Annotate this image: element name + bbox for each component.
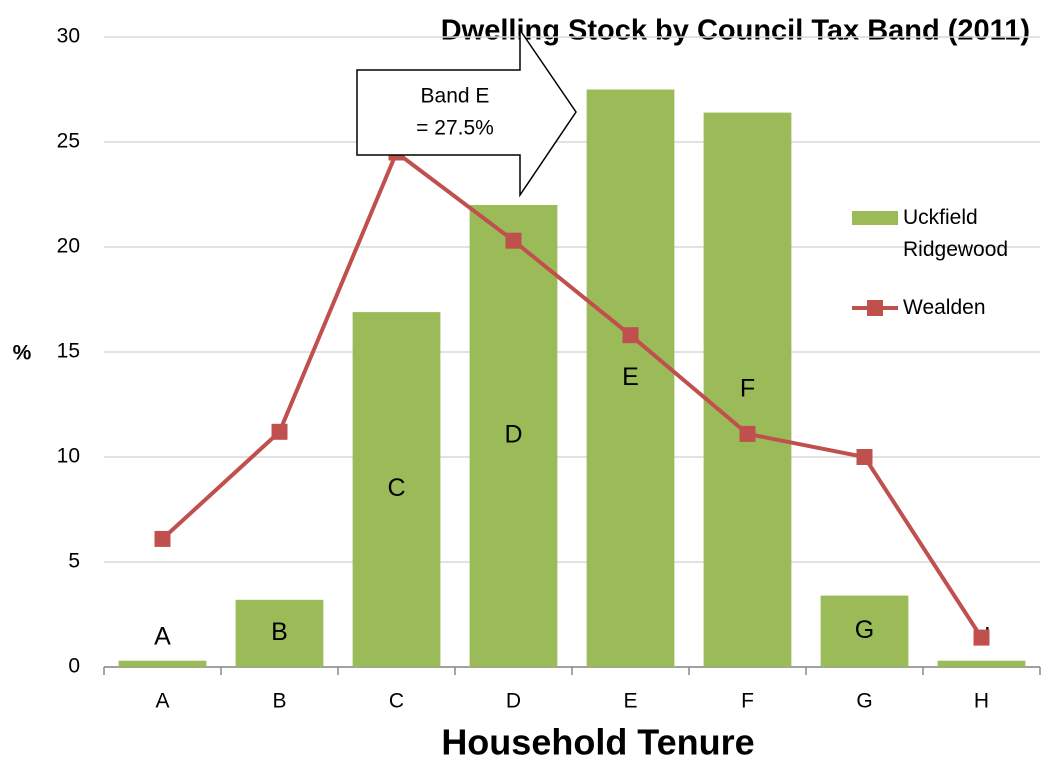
bar-label: E <box>622 363 639 391</box>
chart-title: Dwelling Stock by Council Tax Band (2011… <box>441 15 1030 47</box>
line-marker <box>856 449 873 465</box>
callout <box>356 27 577 198</box>
bar <box>235 599 324 667</box>
line-marker <box>622 327 639 344</box>
x-tick-label: E <box>623 690 637 713</box>
x-tick-label: F <box>741 690 754 713</box>
y-tick-label: 20 <box>57 235 80 258</box>
x-tick-label: B <box>272 690 286 713</box>
legend-item: Uckfield Ridgewood <box>903 206 1009 261</box>
y-tick-label: 25 <box>57 130 80 153</box>
x-tick-label: G <box>856 690 872 713</box>
legend-item: Wealden <box>903 296 986 319</box>
bar <box>469 205 558 667</box>
y-tick-label: 10 <box>57 445 80 468</box>
bar-label: B <box>271 618 288 646</box>
bar-label: G <box>855 616 874 644</box>
x-tick-label: D <box>506 690 521 713</box>
bar-label: C <box>387 474 405 502</box>
annotation: Band E <box>421 85 490 108</box>
line <box>161 149 984 639</box>
line-marker <box>739 425 756 442</box>
x-tick-label: C <box>389 690 404 713</box>
line-marker <box>973 629 990 646</box>
x-tick-label: A <box>155 690 169 713</box>
bar-label: D <box>504 421 522 449</box>
bar <box>937 660 1026 667</box>
y-tick-label: 15 <box>57 340 80 363</box>
x-tick-label: H <box>974 690 989 713</box>
line-marker <box>505 232 522 249</box>
bar <box>820 595 909 667</box>
bar <box>586 89 675 667</box>
bar-label: F <box>740 374 755 402</box>
line-marker <box>154 530 171 547</box>
legend-swatch <box>852 211 898 225</box>
y-tick-label: 0 <box>68 655 80 678</box>
legend-marker <box>867 300 883 316</box>
line-marker <box>271 423 288 440</box>
bar-label: A <box>154 623 171 651</box>
y-axis-title: % <box>13 342 32 365</box>
y-tick-label: 30 <box>57 25 80 48</box>
annotation: = 27.5% <box>416 117 494 140</box>
bar <box>703 112 792 668</box>
legend-label: Wealden <box>903 296 986 319</box>
legend-label: Uckfield Ridgewood <box>903 206 1009 261</box>
x-axis-title: Household Tenure <box>441 722 754 763</box>
y-tick-label: 5 <box>68 550 80 573</box>
bar <box>118 660 207 667</box>
bar <box>352 312 441 667</box>
